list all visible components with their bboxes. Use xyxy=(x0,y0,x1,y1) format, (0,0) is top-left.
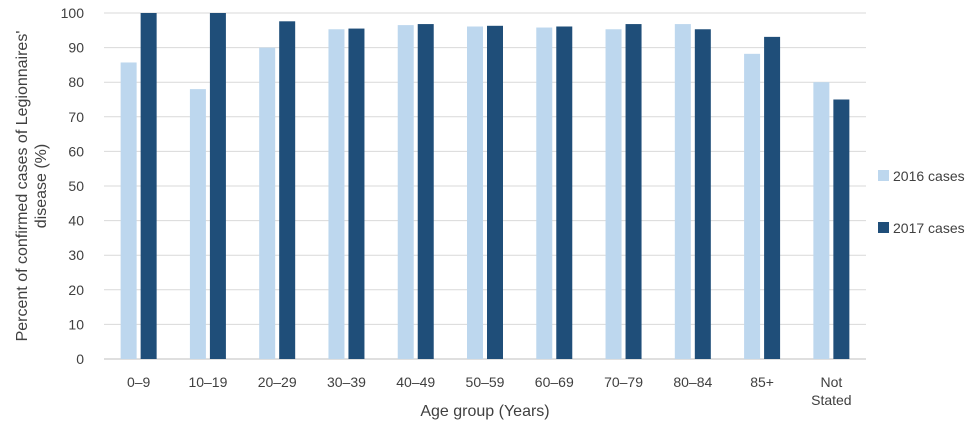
y-tick-label: 80 xyxy=(68,74,84,90)
bar-2016 xyxy=(813,82,830,359)
y-tick-label: 0 xyxy=(76,351,84,367)
y-tick-label: 40 xyxy=(68,213,84,229)
x-tick-label: 85+ xyxy=(750,374,774,390)
y-tick-label: 50 xyxy=(68,178,84,194)
x-tick-label: 20–29 xyxy=(258,374,297,390)
x-axis-title: Age group (Years) xyxy=(420,403,549,420)
bar-2016 xyxy=(744,53,761,359)
legend-label: 2017 cases xyxy=(893,220,965,236)
y-tick-label: 20 xyxy=(68,282,84,298)
x-tick-label: Not Stated xyxy=(811,374,851,408)
bar-2016 xyxy=(189,89,206,360)
bar-2017 xyxy=(417,24,434,360)
y-axis-title-line: Percent of confirmed cases of Legionnair… xyxy=(14,31,31,342)
x-tick-label: 70–79 xyxy=(604,374,643,390)
y-tick-label: 90 xyxy=(68,40,84,56)
bar-2017 xyxy=(348,28,365,359)
x-tick-label: 40–49 xyxy=(396,374,435,390)
bar-2016 xyxy=(605,29,622,360)
bar-2017 xyxy=(209,13,226,359)
bar-2016 xyxy=(397,25,414,360)
bar-2017 xyxy=(625,24,642,360)
bar-2016 xyxy=(467,26,483,360)
legend-label: 2016 cases xyxy=(893,168,965,184)
bar-2017 xyxy=(140,13,157,359)
bar-2016 xyxy=(120,62,137,360)
bar-2016 xyxy=(259,47,276,359)
x-tick-label: 50–59 xyxy=(466,374,505,390)
gridlines xyxy=(104,12,866,360)
bar-2016 xyxy=(674,24,691,360)
y-axis-title: Percent of confirmed cases of Legionnair… xyxy=(14,31,50,342)
bar-2017 xyxy=(764,36,781,360)
bar-2017 xyxy=(556,26,573,360)
legend: 2016 cases 2017 cases xyxy=(878,168,965,236)
bar-2017 xyxy=(694,29,711,360)
y-tick-label: 100 xyxy=(61,5,85,21)
x-tick-label: 10–19 xyxy=(188,374,227,390)
bars xyxy=(120,13,850,360)
y-tick-label: 10 xyxy=(68,316,84,332)
x-tick-label: 80–84 xyxy=(673,374,712,390)
x-axis-ticks: 0–9 10–19 20–29 30–39 40–49 50–59 60–69 70–79 80… xyxy=(127,374,852,408)
bar-2016 xyxy=(536,27,553,359)
bar-2017 xyxy=(833,99,850,359)
y-axis-title-line: disease (%) xyxy=(33,144,50,228)
y-tick-label: 30 xyxy=(68,247,84,263)
x-tick-label: 60–69 xyxy=(535,374,574,390)
legend-swatch xyxy=(878,222,889,233)
y-tick-label: 60 xyxy=(68,143,84,159)
bar-2017 xyxy=(279,21,296,359)
y-axis-ticks: 0 10 20 30 40 50 60 70 80 90 100 xyxy=(61,5,85,367)
y-tick-label: 70 xyxy=(68,109,84,125)
x-tick-label: 30–39 xyxy=(327,374,366,390)
x-tick-label: 0–9 xyxy=(127,374,151,390)
legend-swatch xyxy=(878,170,889,181)
bar-2016 xyxy=(328,29,345,360)
bar-2017 xyxy=(487,25,503,359)
